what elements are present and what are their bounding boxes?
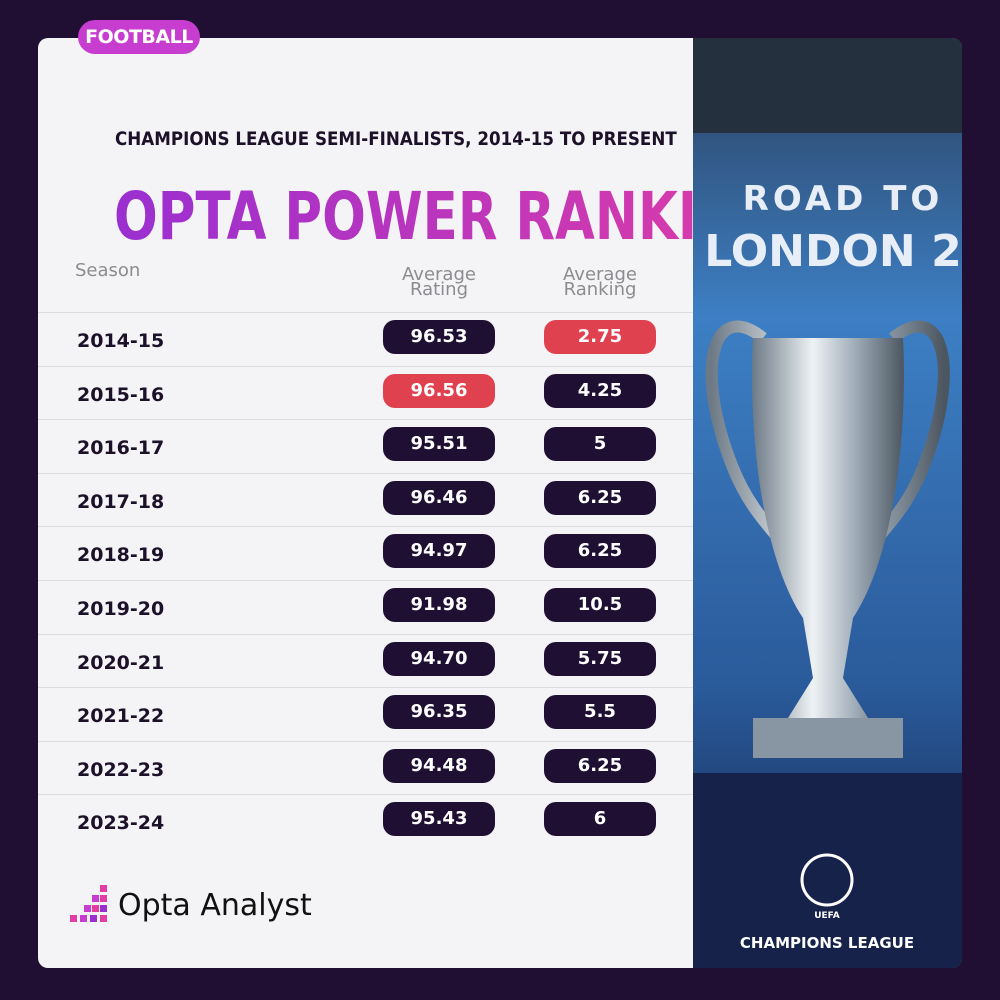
rating-cell: 95.43 (383, 802, 495, 837)
rating-cell: 96.53 (383, 320, 495, 354)
season-cell: 2021-22 (77, 705, 165, 728)
rating-cell: 95.51 (383, 427, 495, 462)
table-row: 2019-20 91.98 10.5 (38, 580, 731, 634)
logo-icon (70, 885, 107, 922)
table-row: 2018-19 94.97 6.25 (38, 526, 731, 580)
rating-cell: 94.70 (383, 641, 495, 676)
rating-cell: 94.48 (383, 748, 495, 783)
ranking-cell: 6.25 (544, 534, 656, 569)
table-row: 2014-15 96.53 2.75 (38, 312, 731, 366)
logo: Opta Analyst (118, 888, 312, 923)
season-cell: 2018-19 (77, 544, 165, 567)
table-row: 2021-22 96.35 5.5 (38, 687, 731, 741)
table-row: 2015-16 96.56 4.25 (38, 365, 731, 420)
trophy-photo: ROAD TO LONDON 2 UEFA CHAMPIONS LEAGUE (693, 38, 962, 968)
season-cell: 2023-24 (77, 812, 165, 835)
table-row: 2016-17 95.51 5 (38, 419, 731, 473)
rating-cell: 96.56 (383, 373, 495, 408)
table-row: 2017-18 96.46 6.25 (38, 472, 731, 527)
tag: FOOTBALL (78, 20, 200, 54)
ranking-cell: 4.25 (544, 373, 656, 408)
table-row: 2022-23 94.48 6.25 (38, 740, 731, 795)
season-cell: 2015-16 (77, 383, 165, 406)
season-cell: 2014-15 (77, 330, 165, 352)
subtitle: CHAMPIONS LEAGUE SEMI-FINALISTS, 2014-15… (115, 128, 677, 150)
ranking-cell: 6.25 (544, 748, 656, 783)
banner-text: LONDON 2 (704, 226, 961, 277)
season-cell: 2019-20 (77, 598, 165, 620)
rating-cell: 94.97 (383, 534, 495, 569)
rating-cell: 96.46 (383, 480, 495, 515)
column-header: Average Ranking (563, 264, 637, 300)
ranking-cell: 6.25 (544, 480, 656, 515)
season-cell: 2016-17 (77, 437, 165, 460)
ranking-cell: 5.5 (544, 695, 656, 730)
season-cell: 2022-23 (77, 758, 165, 781)
table-row: 2023-24 95.43 6 (38, 794, 731, 848)
card: CHAMPIONS LEAGUE SEMI-FINALISTS, 2014-15… (38, 38, 962, 968)
badge-text: UEFA (814, 911, 840, 921)
rating-cell: 96.35 (383, 695, 495, 730)
ranking-cell: 6 (544, 802, 656, 837)
ranking-cell: 2.75 (544, 320, 656, 354)
column-header: Season (75, 260, 141, 281)
banner-text: ROAD TO (743, 179, 944, 219)
season-cell: 2017-18 (77, 490, 165, 513)
table-row: 2020-21 94.70 5.75 (38, 633, 731, 688)
column-header: Average Rating (402, 264, 476, 300)
ranking-cell: 5.75 (544, 641, 656, 676)
season-cell: 2020-21 (77, 651, 165, 674)
rating-cell: 91.98 (383, 588, 495, 622)
ranking-cell: 5 (544, 427, 656, 462)
badge-text: CHAMPIONS LEAGUE (740, 934, 914, 952)
ranking-cell: 10.5 (544, 588, 656, 622)
